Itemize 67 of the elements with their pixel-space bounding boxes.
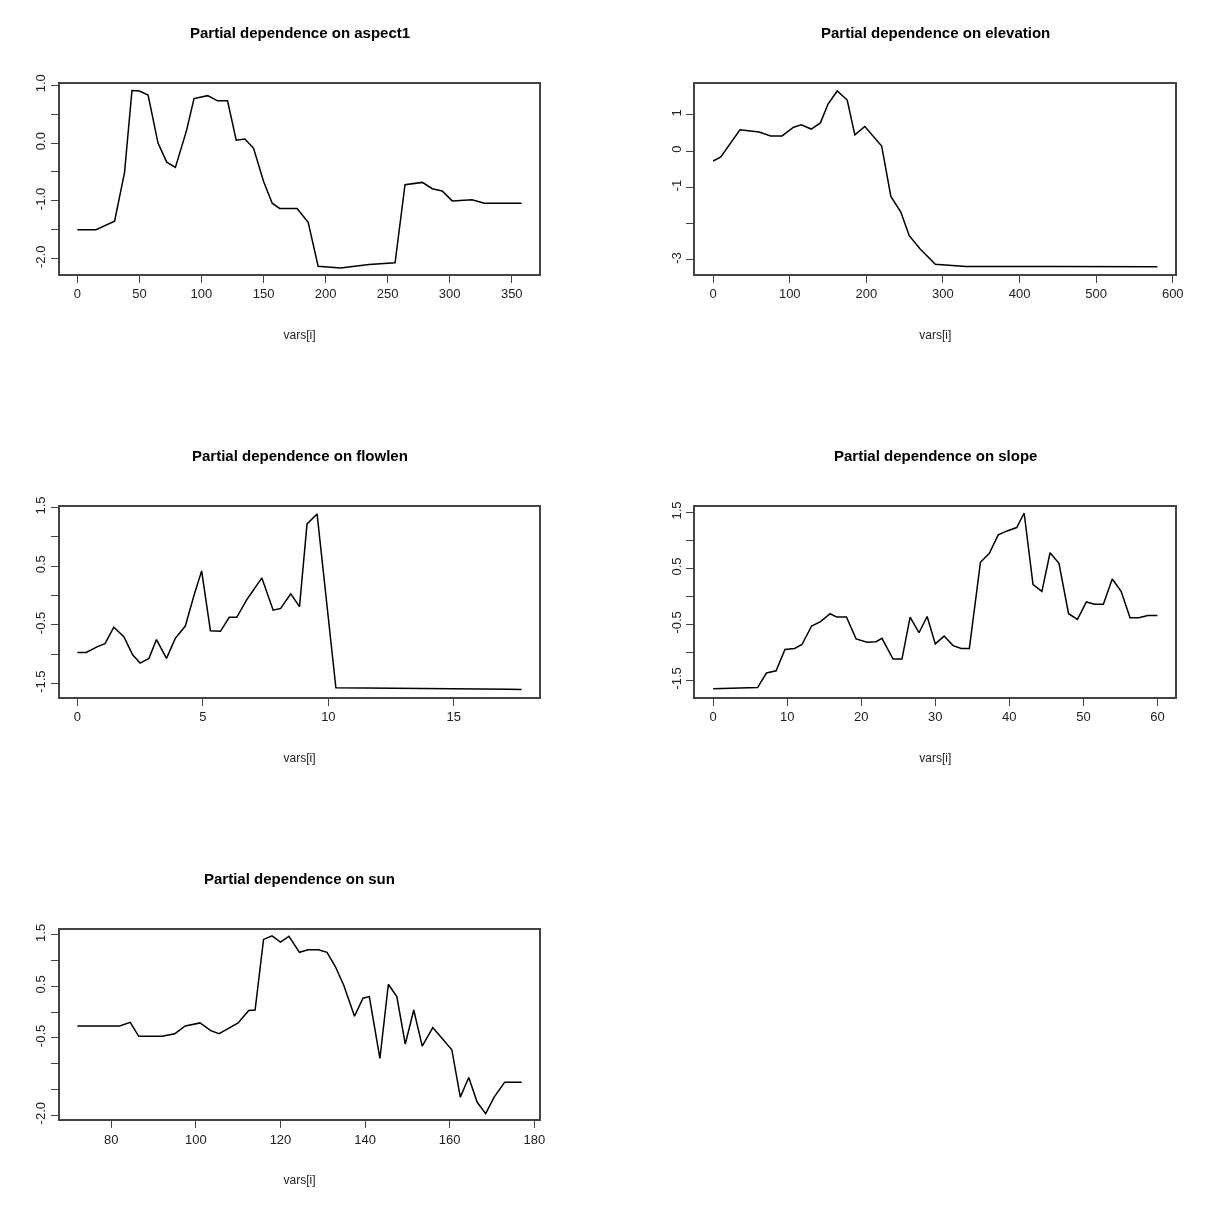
x-tick-label: 140 [354,1131,376,1147]
x-tick-label: 600 [1161,286,1184,302]
x-tick-label: 250 [376,286,399,302]
y-tick-label: 1.0 [33,74,49,93]
x-tick-label: 0 [709,709,717,725]
x-tick-label: 200 [855,286,878,302]
x-tick-label: 350 [500,286,523,302]
x-tick-label: 400 [1008,286,1031,302]
x-tick-label: 180 [523,1131,546,1147]
chart-title: Partial dependence on slope [834,447,1038,464]
x-tick-label: 200 [314,286,337,302]
line-series [712,512,1159,690]
x-axis-title: vars[i] [919,327,952,342]
x-axis-title: vars[i] [283,750,316,765]
x-tick-label: 5 [199,709,207,725]
chart-title: Partial dependence on sun [204,870,395,887]
y-tick-label: 0.0 [33,132,49,151]
y-tick-label: -2.0 [33,245,49,268]
line-series [76,89,523,269]
x-tick-label: 50 [1076,709,1091,725]
y-tick-label: -0.5 [33,611,49,635]
line-series [76,935,523,1115]
line-series [76,513,523,691]
y-tick-label: -1.5 [669,667,685,690]
x-tick-label: 160 [438,1131,461,1147]
x-tick-label: 15 [446,709,462,725]
chart-title: Partial dependence on flowlen [192,447,408,464]
y-tick-label: -1.5 [33,670,49,693]
x-tick-label: 100 [778,286,801,302]
y-tick-label: -1.0 [33,187,49,211]
y-tick-label: 0 [669,145,685,153]
x-tick-label: 120 [269,1131,292,1147]
y-tick-label: 1.5 [669,501,685,520]
x-tick-label: 50 [132,286,147,302]
x-tick-label: 20 [854,709,869,725]
x-tick-label: 40 [1002,709,1017,725]
x-tick-label: 300 [932,286,954,302]
x-tick-label: 0 [709,286,717,302]
y-tick-label: 0.5 [669,557,685,576]
x-axis-title: vars[i] [283,327,316,342]
x-tick-label: 10 [321,709,336,725]
x-tick-label: 300 [438,286,461,302]
x-tick-label: 0 [73,286,81,302]
x-tick-label: 100 [184,1131,207,1147]
x-tick-label: 60 [1150,709,1165,725]
y-tick-label: -0.5 [33,1024,49,1048]
x-tick-label: 30 [928,709,943,725]
x-tick-label: 100 [190,286,213,302]
chart-title: Partial dependence on elevation [821,24,1051,41]
x-axis-title: vars[i] [919,750,952,765]
y-tick-label: -2.0 [33,1102,49,1125]
x-tick-label: 150 [252,286,275,302]
y-tick-label: 1.5 [33,496,49,515]
x-tick-label: 0 [73,709,82,725]
y-tick-label: 0.5 [33,555,49,574]
x-tick-label: 10 [779,709,795,725]
y-tick-label: 1.5 [33,923,49,942]
x-tick-label: 500 [1085,286,1107,302]
chart-title: Partial dependence on aspect1 [190,24,411,41]
y-tick-label: 1 [669,109,685,117]
x-tick-label: 80 [103,1131,119,1147]
x-axis-title: vars[i] [283,1173,316,1188]
y-tick-label: 0.5 [33,975,49,994]
y-tick-label: -3 [669,252,685,264]
y-tick-label: -0.5 [669,611,685,634]
y-tick-label: -1 [669,179,685,192]
line-series [712,90,1159,268]
